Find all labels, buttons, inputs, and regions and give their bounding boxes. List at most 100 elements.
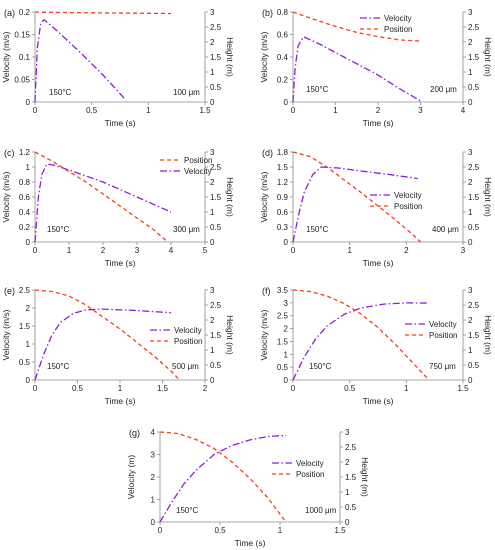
x-tick-label: 1 <box>278 526 283 535</box>
y-left-tick-label: 1.8 <box>277 148 289 157</box>
y-right-tick-label: 1 <box>468 346 473 355</box>
y-left-tick-label: 1.2 <box>277 178 289 187</box>
y-right-tick-label: 0.5 <box>210 223 222 232</box>
particle-size-label: 100 μm <box>173 88 200 97</box>
x-tick-label: 1.5 <box>334 526 346 535</box>
x-tick-label: 2 <box>376 106 381 115</box>
y-left-tick-label: 0 <box>284 98 289 107</box>
y-left-tick-label: 4 <box>151 428 156 437</box>
y-right-tick-label: 0 <box>210 238 215 247</box>
x-tick-label: 0 <box>158 526 163 535</box>
y-left-tick-label: 0.8 <box>277 8 289 17</box>
y-right-tick-label: 1 <box>210 68 215 77</box>
velocity-series-line <box>34 163 172 243</box>
x-tick-label: 1 <box>118 384 123 393</box>
y-left-tick-label: 1.5 <box>277 337 289 346</box>
y-left-tick-label: 0 <box>284 238 289 247</box>
particle-size-label: 400 μm <box>432 225 459 234</box>
x-tick-label: 0 <box>33 384 38 393</box>
panel-d: 0 1 2 300.30.60.91.21.51.800.511.522.53Time… <box>259 148 493 268</box>
x-axis-title: Time (s) <box>363 396 394 406</box>
y-right-tick-label: 2 <box>468 38 473 47</box>
y-left-tick-label: 0.05 <box>14 76 30 85</box>
y-left-tick-label: 0.3 <box>277 223 289 232</box>
temperature-label: 150°C <box>176 506 199 515</box>
y-right-tick-label: 0 <box>210 376 215 385</box>
y-right-axis-title: Height (m) <box>483 37 493 77</box>
y-right-tick-label: 1 <box>468 68 473 77</box>
particle-size-label: 300 μm <box>173 225 200 234</box>
y-left-tick-label: 2.5 <box>277 312 289 321</box>
velocity-series-line <box>292 302 430 381</box>
legend: Velocity Position <box>272 459 324 479</box>
y-right-tick-label: 3 <box>468 148 473 157</box>
panel-label: (f) <box>262 286 271 296</box>
y-right-tick-label: 2 <box>345 458 350 467</box>
y-left-tick-label: 3 <box>284 299 289 308</box>
x-tick-label: 3 <box>461 246 466 255</box>
y-left-axis-title: Velocity (m/s) <box>259 309 269 360</box>
legend: Velocity Position <box>405 320 457 340</box>
y-right-tick-label: 0.5 <box>468 223 480 232</box>
y-right-tick-label: 0 <box>210 98 215 107</box>
y-left-tick-label: 2 <box>26 304 31 313</box>
y-right-tick-label: 2.5 <box>210 163 222 172</box>
legend-label-velocity: Velocity <box>174 326 202 335</box>
y-right-tick-label: 3 <box>210 8 215 17</box>
y-left-tick-label: 1 <box>26 340 31 349</box>
y-left-tick-label: 0.6 <box>277 208 289 217</box>
position-series-line <box>34 11 172 15</box>
legend: Velocity Position <box>360 14 412 34</box>
y-right-tick-label: 1.5 <box>210 53 222 62</box>
y-right-tick-label: 2.5 <box>345 443 357 452</box>
legend-label-position: Position <box>394 202 422 211</box>
panel-label: (a) <box>4 8 15 18</box>
x-tick-label: 2 <box>203 384 208 393</box>
x-tick-label: 0.5 <box>214 526 226 535</box>
y-right-tick-label: 0 <box>345 518 350 527</box>
panel-c: 0 1 2 3 4 500.20.40.60.811.200.511.522.53Time… <box>1 148 235 268</box>
position-series-line <box>34 289 180 381</box>
x-axis-title: Time (s) <box>105 118 136 128</box>
y-left-tick-label: 0 <box>284 376 289 385</box>
x-axis-title: Time (s) <box>363 118 394 128</box>
y-right-tick-label: 2 <box>210 316 215 325</box>
panel-label: (c) <box>4 148 15 158</box>
y-right-tick-label: 2.5 <box>468 163 480 172</box>
y-right-tick-label: 0.5 <box>210 361 222 370</box>
y-right-tick-label: 2.5 <box>210 23 222 32</box>
y-left-tick-label: 0.8 <box>19 178 31 187</box>
y-left-tick-label: 0.4 <box>277 53 289 62</box>
y-left-axis-title: Velocity (m/s) <box>1 31 11 82</box>
y-right-tick-label: 2 <box>468 316 473 325</box>
y-right-tick-label: 1.5 <box>210 331 222 340</box>
y-left-tick-label: 0.1 <box>19 53 31 62</box>
x-tick-label: 0.5 <box>344 384 356 393</box>
position-series-line <box>159 431 287 523</box>
x-tick-label: 1.5 <box>457 384 469 393</box>
legend-label-velocity: Velocity <box>429 320 457 329</box>
y-right-tick-label: 0 <box>468 98 473 107</box>
y-left-tick-label: 0.6 <box>19 193 31 202</box>
y-right-tick-label: 3 <box>345 428 350 437</box>
velocity-series-line <box>34 19 127 103</box>
y-right-tick-label: 0.5 <box>210 83 222 92</box>
legend-label-velocity: Velocity <box>184 167 212 176</box>
x-tick-label: 1 <box>333 106 338 115</box>
x-axis-title: Time (s) <box>105 396 136 406</box>
legend-label-position: Position <box>184 156 212 165</box>
x-tick-label: 0 <box>291 246 296 255</box>
y-left-tick-label: 1 <box>284 350 289 359</box>
y-right-tick-label: 3 <box>210 148 215 157</box>
y-left-tick-label: 0.2 <box>277 76 289 85</box>
y-right-tick-label: 0.5 <box>468 83 480 92</box>
panel-label: (d) <box>262 148 273 158</box>
panel-a: 0 0.5 1 1.500.050.10.150.200.511.522.53Time… <box>1 8 235 128</box>
y-left-axis-title: Velocity (m/s) <box>1 309 11 360</box>
y-right-tick-label: 3 <box>210 286 215 295</box>
y-left-tick-label: 0.5 <box>19 358 31 367</box>
particle-size-label: 1000 μm <box>305 506 337 515</box>
